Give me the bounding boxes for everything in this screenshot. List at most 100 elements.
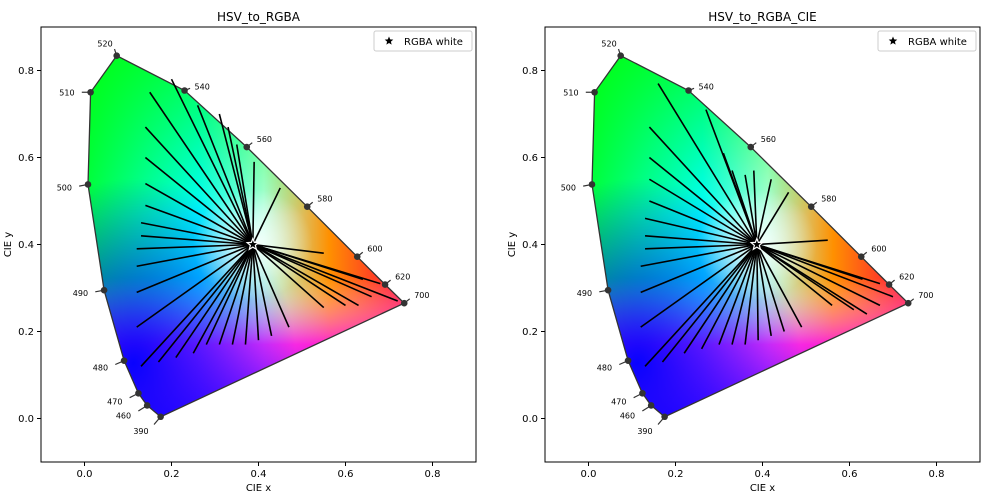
- y-tick-label: 0.6: [18, 153, 34, 164]
- wavelength-label: 510: [563, 88, 578, 97]
- hue-line: [753, 170, 758, 245]
- hue-line: [252, 243, 398, 302]
- wavelength-label: 490: [73, 289, 88, 298]
- hue-line: [683, 244, 758, 354]
- wavelength-label: 560: [257, 135, 272, 144]
- x-tick-label: 0.8: [929, 469, 945, 480]
- hue-line: [644, 235, 757, 246]
- hue-line: [205, 244, 254, 345]
- x-tick-label: 0.0: [581, 469, 597, 480]
- y-tick-label: 0.0: [18, 414, 34, 425]
- hue-line: [744, 244, 758, 345]
- legend-label: RGBA white: [908, 37, 967, 48]
- wavelength-label: 460: [116, 411, 131, 420]
- hue-line: [649, 200, 758, 246]
- hue-line: [145, 182, 254, 246]
- y-tick-label: 0.4: [522, 240, 538, 251]
- hue-line: [648, 156, 758, 246]
- wavelength-label: 510: [59, 88, 74, 97]
- wavelength-label: 540: [195, 83, 210, 92]
- legend-star-icon: [888, 36, 898, 45]
- chart-title: HSV_to_RGBA: [217, 10, 301, 24]
- hue-line: [756, 243, 855, 311]
- wavelength-marker: [885, 281, 893, 288]
- hue-line: [136, 243, 253, 268]
- hue-line: [648, 178, 758, 246]
- wavelength-marker: [181, 87, 188, 94]
- wavelength-marker: [624, 357, 632, 364]
- hue-line: [640, 243, 758, 328]
- wavelength-label: 500: [561, 183, 576, 192]
- legend: RGBA white: [877, 30, 977, 52]
- wavelength-marker: [647, 402, 655, 409]
- hue-line: [731, 244, 758, 345]
- hue-line: [144, 126, 254, 246]
- y-tick-label: 0.8: [18, 66, 34, 77]
- hue-line: [756, 179, 772, 245]
- legend-star-icon: [384, 36, 394, 45]
- wavelength-label: 470: [611, 397, 626, 406]
- wavelength-marker: [857, 253, 865, 260]
- hue-line: [661, 243, 758, 363]
- hue-line: [192, 244, 254, 354]
- hue-line: [756, 244, 772, 336]
- hue-line: [140, 235, 253, 246]
- white-point-star: [749, 236, 765, 251]
- legend-label: RGBA white: [404, 37, 463, 48]
- wavelength-label: 620: [899, 273, 914, 282]
- hue-line: [218, 113, 254, 245]
- x-tick-label: 0.6: [842, 469, 858, 480]
- wavelength-marker: [617, 52, 624, 60]
- wavelength-marker: [100, 286, 108, 294]
- legend-box: [373, 30, 473, 52]
- wavelength-label: 470: [107, 397, 122, 406]
- hue-line: [196, 105, 254, 245]
- legend: RGBA white: [373, 30, 473, 52]
- hue-line: [136, 243, 254, 294]
- hue-line: [756, 243, 894, 298]
- hue-line: [252, 243, 372, 298]
- wavelength-label: 700: [414, 291, 429, 300]
- y-tick-label: 0.4: [18, 240, 34, 251]
- hue-line: [252, 244, 290, 328]
- legend-box: [877, 30, 977, 52]
- wavelength-label: 390: [133, 427, 148, 436]
- y-tick-label: 0.0: [522, 414, 538, 425]
- wavelength-label: 480: [93, 364, 108, 373]
- x-tick-label: 0.6: [338, 469, 354, 480]
- hue-line: [252, 187, 281, 245]
- wavelength-marker: [747, 143, 755, 151]
- wavelength-label: 540: [699, 83, 714, 92]
- hue-line: [252, 243, 381, 285]
- hue-line: [700, 244, 758, 350]
- y-tick-label: 0.6: [522, 153, 538, 164]
- y-axis-label: CIE y: [507, 232, 518, 257]
- x-tick-label: 0.2: [668, 469, 684, 480]
- hue-line: [756, 243, 881, 285]
- wavelength-label: 600: [871, 245, 886, 254]
- hue-line: [756, 243, 881, 307]
- hue-line: [718, 244, 758, 345]
- wavelength-label: 480: [597, 364, 612, 373]
- hue-line: [149, 91, 254, 245]
- wavelength-label: 700: [918, 291, 933, 300]
- hue-line: [136, 243, 253, 250]
- hue-line: [227, 126, 254, 245]
- wavelength-marker: [604, 286, 612, 294]
- wavelength-label: 390: [637, 427, 652, 436]
- hue-line: [252, 243, 359, 307]
- chart-title: HSV_to_RGBA_CIE: [708, 10, 816, 24]
- x-tick-label: 0.0: [77, 469, 93, 480]
- hue-line: [170, 78, 254, 245]
- gamut-fill: [592, 55, 909, 417]
- y-axis-label: CIE y: [3, 232, 14, 257]
- hue-line: [756, 239, 828, 246]
- hue-line: [644, 217, 758, 246]
- wavelength-marker: [120, 357, 128, 364]
- wavelength-marker: [135, 389, 142, 397]
- hue-line: [157, 243, 254, 363]
- y-tick-label: 0.8: [522, 66, 538, 77]
